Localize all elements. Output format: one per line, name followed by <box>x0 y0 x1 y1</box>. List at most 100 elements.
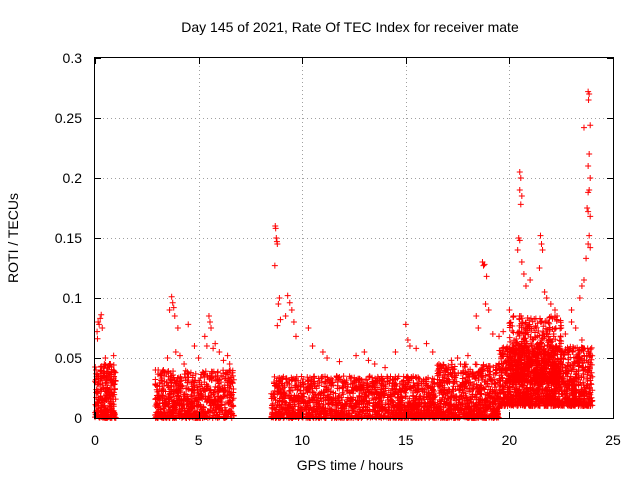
data-point <box>466 410 473 417</box>
data-point <box>158 387 165 394</box>
data-point <box>184 368 191 375</box>
data-point <box>348 403 355 410</box>
data-point <box>177 397 184 404</box>
data-point <box>472 361 479 368</box>
data-point <box>195 402 202 409</box>
data-point <box>326 405 333 412</box>
data-point <box>476 401 483 408</box>
data-point <box>391 376 398 383</box>
data-point <box>297 406 304 413</box>
data-point <box>222 393 229 400</box>
data-point <box>382 385 389 392</box>
data-point <box>451 370 458 377</box>
data-point <box>414 380 421 387</box>
data-point <box>279 404 286 411</box>
data-point <box>358 376 365 383</box>
data-point <box>470 400 477 407</box>
data-point <box>459 375 466 382</box>
data-point <box>219 385 226 392</box>
data-point <box>346 389 353 396</box>
data-point <box>332 390 339 397</box>
data-point <box>188 381 195 388</box>
data-point <box>459 411 466 418</box>
data-point <box>170 403 177 410</box>
data-point <box>558 383 565 390</box>
data-point <box>349 380 356 387</box>
data-point <box>429 387 436 394</box>
data-point <box>560 352 567 359</box>
data-point <box>351 410 358 417</box>
data-point <box>487 405 494 412</box>
data-point <box>161 399 168 406</box>
data-point <box>331 406 338 413</box>
data-point <box>413 395 420 402</box>
data-point <box>438 408 445 415</box>
data-point <box>445 378 452 385</box>
data-point <box>282 391 289 398</box>
data-point <box>283 376 290 383</box>
data-point <box>434 405 441 412</box>
data-point <box>226 378 233 385</box>
data-point <box>397 387 404 394</box>
data-point <box>294 386 301 393</box>
data-point <box>208 368 215 375</box>
data-point <box>212 372 219 379</box>
data-point <box>368 389 375 396</box>
data-point <box>373 394 380 401</box>
data-point <box>100 412 107 419</box>
data-point <box>214 388 221 395</box>
data-point <box>290 397 297 404</box>
data-point <box>362 403 369 410</box>
data-point <box>459 401 466 408</box>
data-point <box>315 375 322 382</box>
data-point <box>418 385 425 392</box>
data-point <box>373 388 380 395</box>
data-point <box>214 399 221 406</box>
data-point <box>365 392 372 399</box>
data-point <box>219 373 226 380</box>
data-point <box>379 391 386 398</box>
data-point <box>482 384 489 390</box>
data-point <box>430 407 437 414</box>
data-point <box>393 414 400 421</box>
data-point <box>285 401 292 408</box>
data-point <box>352 385 359 392</box>
data-point <box>381 378 388 385</box>
data-point <box>207 409 214 416</box>
data-point <box>162 412 169 419</box>
data-point <box>216 405 223 412</box>
data-point <box>271 373 278 380</box>
data-point <box>96 414 103 421</box>
data-point <box>486 414 493 421</box>
data-point <box>333 409 340 416</box>
data-point <box>572 360 579 367</box>
data-point <box>163 409 170 416</box>
data-point <box>489 395 496 402</box>
data-point <box>341 380 348 387</box>
data-point <box>496 360 503 367</box>
data-point <box>153 386 160 393</box>
data-point <box>586 365 593 372</box>
data-point <box>97 368 104 375</box>
data-point <box>359 407 366 414</box>
data-point <box>97 367 104 374</box>
data-point <box>496 372 503 379</box>
data-point <box>334 379 341 386</box>
data-point <box>206 414 213 421</box>
data-point <box>491 384 498 391</box>
data-point <box>469 384 476 391</box>
data-point <box>196 379 203 386</box>
data-point <box>286 377 293 384</box>
data-point <box>365 400 372 407</box>
data-point <box>110 403 117 410</box>
data-point <box>182 396 189 403</box>
data-point <box>305 386 312 393</box>
data-point <box>200 369 207 376</box>
data-point <box>92 378 99 385</box>
data-point <box>348 404 355 411</box>
data-point <box>285 409 292 416</box>
data-point <box>488 377 495 384</box>
data-point <box>447 396 454 403</box>
data-point <box>205 397 212 404</box>
data-point <box>424 383 431 390</box>
